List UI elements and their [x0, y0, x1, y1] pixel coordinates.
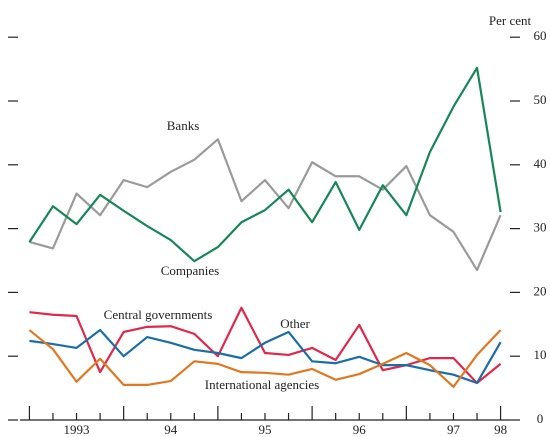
series-line — [29, 328, 502, 385]
y-tick-label: 40 — [534, 156, 547, 171]
series-line — [29, 138, 502, 272]
series-line — [28, 329, 502, 388]
x-tick-label: 96 — [353, 422, 367, 437]
x-tick-label: 94 — [164, 422, 178, 437]
x-tick-label: 97 — [447, 422, 461, 437]
series-label: Central governments — [104, 307, 213, 322]
y-tick-label: 0 — [537, 411, 544, 426]
x-tick-label: 1993 — [64, 422, 90, 437]
x-tick-label: 95 — [259, 422, 272, 437]
y-tick-label: 20 — [534, 283, 547, 298]
series-line — [28, 66, 502, 263]
y-tick-label: 10 — [534, 347, 547, 362]
y-tick-label: 30 — [534, 220, 547, 235]
y-tick-label: 50 — [534, 92, 547, 107]
series-label: Other — [280, 316, 310, 331]
y-tick-label: 60 — [534, 28, 547, 43]
series-label: International agencies — [205, 377, 319, 392]
series-label: Companies — [161, 263, 220, 278]
y-axis-label: Per cent — [489, 13, 532, 28]
series-label: Banks — [167, 118, 200, 133]
x-tick-label: 98 — [494, 422, 507, 437]
